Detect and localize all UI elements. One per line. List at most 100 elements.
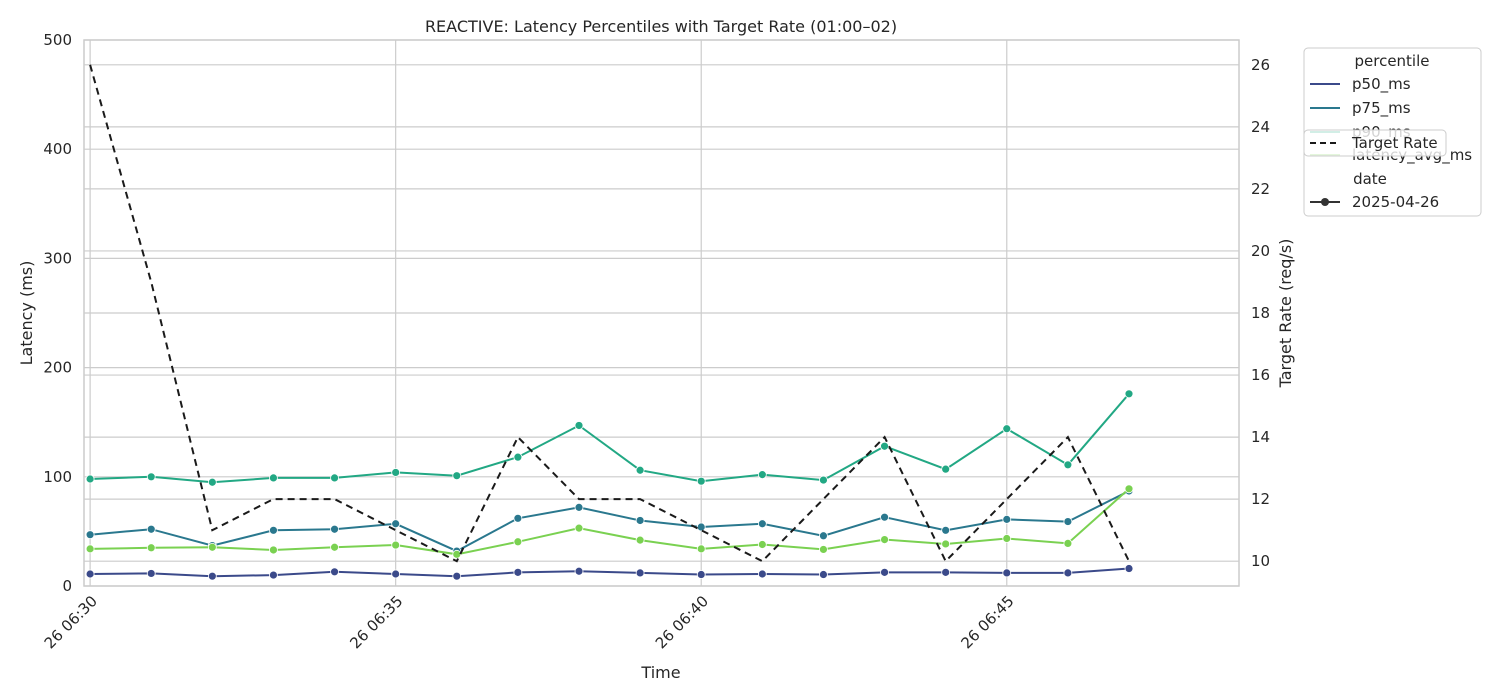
data-point-p75-ms	[574, 502, 584, 512]
y-tick-label: 400	[43, 140, 72, 158]
data-point-latency-avg-ms	[1002, 534, 1012, 543]
data-point-p90-ms	[85, 474, 95, 484]
legend-target-box	[1303, 129, 1447, 157]
data-point-p75-ms	[819, 531, 828, 541]
data-point-p50-ms	[880, 567, 889, 577]
y2-tick-label: 12	[1251, 490, 1270, 508]
data-point-p50-ms	[391, 569, 401, 579]
data-point-latency-avg-ms	[696, 544, 706, 554]
axes: 26 06:30 26 06:35 26 06:40 26 06:45 0 100 200 3…	[41, 31, 1270, 652]
y2-tick-label: 14	[1251, 428, 1270, 446]
y-tick-label: 0	[62, 577, 72, 595]
data-point-p90-ms	[207, 477, 217, 487]
data-point-p50-ms	[696, 570, 706, 579]
data-point-p90-ms	[880, 441, 889, 451]
x-tick-label: 26 06:35	[346, 592, 406, 652]
legend-target: Target Rate	[1303, 129, 1447, 157]
data-point-p50-ms	[452, 571, 462, 581]
series-layer	[85, 64, 1134, 581]
y2-axis-label: Target Rate (req/s)	[1276, 239, 1295, 389]
data-point-latency-avg-ms	[941, 539, 951, 549]
y-tick-label: 200	[43, 359, 72, 377]
data-point-p90-ms	[941, 464, 951, 474]
data-point-p75-ms	[146, 524, 156, 534]
series-line-latency-avg-ms	[90, 488, 1130, 556]
data-point-p50-ms	[146, 569, 156, 578]
data-point-p90-ms	[574, 421, 584, 430]
data-point-p75-ms	[391, 519, 401, 529]
data-point-p90-ms	[1063, 460, 1073, 470]
data-point-p75-ms	[696, 522, 706, 532]
data-point-p90-ms	[269, 473, 278, 483]
y2-tick-label: 20	[1251, 242, 1270, 260]
data-point-p90-ms	[1002, 424, 1012, 434]
x-tick-label: 26 06:45	[957, 592, 1017, 652]
data-point-p90-ms	[513, 452, 523, 462]
data-point-p50-ms	[757, 569, 767, 579]
data-point-p90-ms	[452, 471, 462, 481]
y-tick-label: 100	[43, 468, 72, 486]
data-point-p50-ms	[1002, 568, 1012, 578]
data-point-latency-avg-ms	[85, 544, 95, 554]
data-point-p50-ms	[574, 566, 584, 576]
data-point-latency-avg-ms	[146, 543, 156, 553]
data-point-p90-ms	[330, 473, 339, 483]
data-point-p90-ms	[819, 475, 828, 485]
plot-frame	[83, 39, 1240, 587]
chart-title: REACTIVE: Latency Percentiles with Targe…	[425, 17, 897, 36]
y2-tick-label: 26	[1251, 56, 1270, 74]
data-point-p75-ms	[330, 524, 339, 534]
y-axis-label: Latency (ms)	[17, 261, 36, 366]
data-point-p50-ms	[819, 570, 828, 579]
y2-tick-label: 18	[1251, 304, 1270, 322]
data-point-p75-ms	[880, 512, 889, 522]
data-point-p50-ms	[635, 568, 645, 578]
legend-label-date: 2025-04-26	[1352, 193, 1439, 211]
data-point-p90-ms	[146, 472, 156, 482]
data-point-p75-ms	[85, 530, 95, 540]
x-axis-label: Time	[640, 663, 680, 682]
data-point-latency-avg-ms	[269, 545, 278, 555]
legend-label-target: Target Rate	[1351, 134, 1438, 152]
legend-title-date: date	[1353, 170, 1387, 188]
data-point-p75-ms	[635, 516, 645, 525]
data-point-latency-avg-ms	[1124, 484, 1134, 494]
data-point-p90-ms	[635, 465, 645, 475]
data-point-p50-ms	[1063, 568, 1073, 578]
data-point-latency-avg-ms	[207, 542, 217, 552]
series-line-p50-ms	[90, 567, 1130, 578]
y2-tick-label: 24	[1251, 118, 1270, 136]
data-point-p50-ms	[941, 567, 951, 577]
data-point-p75-ms	[1002, 514, 1012, 524]
data-point-p75-ms	[1063, 517, 1073, 526]
legend-title-percentile: percentile	[1354, 52, 1429, 70]
data-point-latency-avg-ms	[574, 523, 584, 533]
data-point-latency-avg-ms	[513, 537, 523, 547]
data-point-p75-ms	[941, 525, 951, 535]
data-point-p50-ms	[330, 567, 339, 577]
data-point-latency-avg-ms	[452, 549, 462, 559]
data-point-latency-avg-ms	[757, 540, 767, 549]
data-point-p50-ms	[269, 570, 278, 580]
legend-marker-date	[1321, 198, 1329, 206]
data-point-p50-ms	[1124, 564, 1134, 573]
data-point-latency-avg-ms	[1063, 539, 1073, 548]
data-point-p75-ms	[757, 519, 767, 529]
x-tick-label: 26 06:40	[652, 592, 712, 652]
series-line-p75-ms	[90, 490, 1130, 553]
data-point-latency-avg-ms	[819, 545, 828, 554]
data-point-p75-ms	[513, 513, 523, 523]
data-point-p90-ms	[696, 476, 706, 486]
data-point-p90-ms	[1124, 389, 1134, 399]
y2-tick-label: 10	[1251, 552, 1270, 570]
y-tick-label: 500	[43, 31, 72, 49]
x-tick-label: 26 06:30	[41, 592, 101, 652]
data-point-p75-ms	[269, 525, 278, 535]
data-point-latency-avg-ms	[391, 540, 401, 550]
data-point-p90-ms	[757, 470, 767, 480]
data-point-latency-avg-ms	[880, 535, 889, 544]
grid	[84, 39, 1239, 587]
legend-label-p50: p50_ms	[1352, 75, 1411, 94]
data-point-latency-avg-ms	[635, 535, 645, 545]
